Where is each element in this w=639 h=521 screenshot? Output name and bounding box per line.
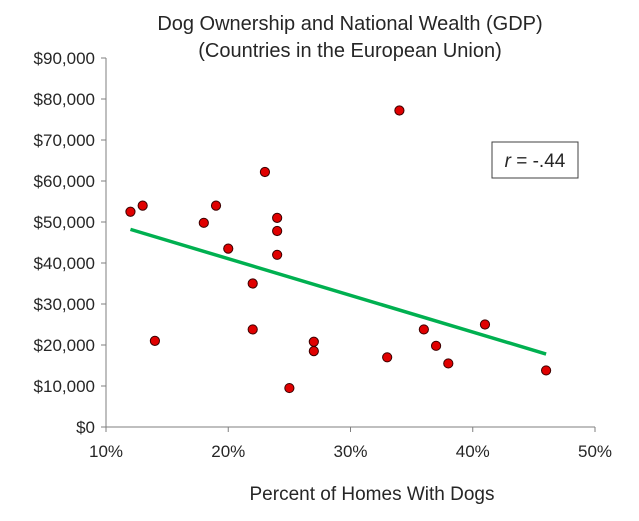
plot-area: $0 $10,000 $20,000 $30,000 $40,000 $50,000 $60… [34, 49, 612, 461]
data-point [259, 166, 271, 178]
data-point [541, 365, 552, 376]
data-point [198, 217, 209, 228]
data-point [272, 225, 283, 237]
data-point [149, 335, 160, 346]
data-point [430, 340, 442, 351]
data-point [308, 346, 319, 357]
data-point [247, 278, 258, 289]
annotation-variable: r [505, 151, 512, 172]
trendline [129, 227, 547, 356]
correlation-annotation: r = -.44 [491, 141, 579, 179]
y-tick-label: $10,000 [34, 377, 95, 396]
data-point [308, 336, 319, 347]
annotation-box [491, 141, 579, 179]
data-point [210, 200, 222, 211]
data-point [479, 319, 491, 330]
data-point [137, 200, 148, 211]
x-tick-label: 50% [578, 442, 612, 461]
data-point [394, 105, 405, 116]
y-tick-label: $0 [76, 418, 95, 437]
x-tick-label: 20% [211, 442, 245, 461]
data-point [272, 212, 283, 223]
chart-subtitle: (Countries in the European Union) [198, 40, 502, 62]
x-axis-label: Percent of Homes With Dogs [250, 484, 495, 505]
y-tick-label: $60,000 [34, 172, 95, 191]
y-tick-label: $30,000 [34, 295, 95, 314]
data-point [418, 324, 429, 335]
data-point [223, 243, 234, 254]
data-point [443, 358, 454, 369]
x-tick-label: 30% [333, 442, 367, 461]
y-tick-label: $20,000 [34, 336, 95, 355]
data-point [284, 382, 295, 394]
x-tick-label: 40% [456, 442, 490, 461]
annotation-value: = -.44 [511, 151, 566, 172]
x-tick-label: 10% [89, 442, 123, 461]
data-point [247, 324, 258, 335]
y-tick-label: $40,000 [34, 254, 95, 273]
y-tick-label: $50,000 [34, 213, 95, 232]
y-tick-label: $80,000 [34, 90, 95, 109]
data-point [125, 206, 136, 217]
data-point [382, 352, 393, 363]
data-point [272, 249, 283, 260]
chart-title: Dog Ownership and National Wealth (GDP) [157, 13, 542, 35]
annotation-text: r = -.44 [505, 151, 566, 172]
y-tick-label: $90,000 [34, 49, 95, 68]
y-tick-label: $70,000 [34, 131, 95, 150]
